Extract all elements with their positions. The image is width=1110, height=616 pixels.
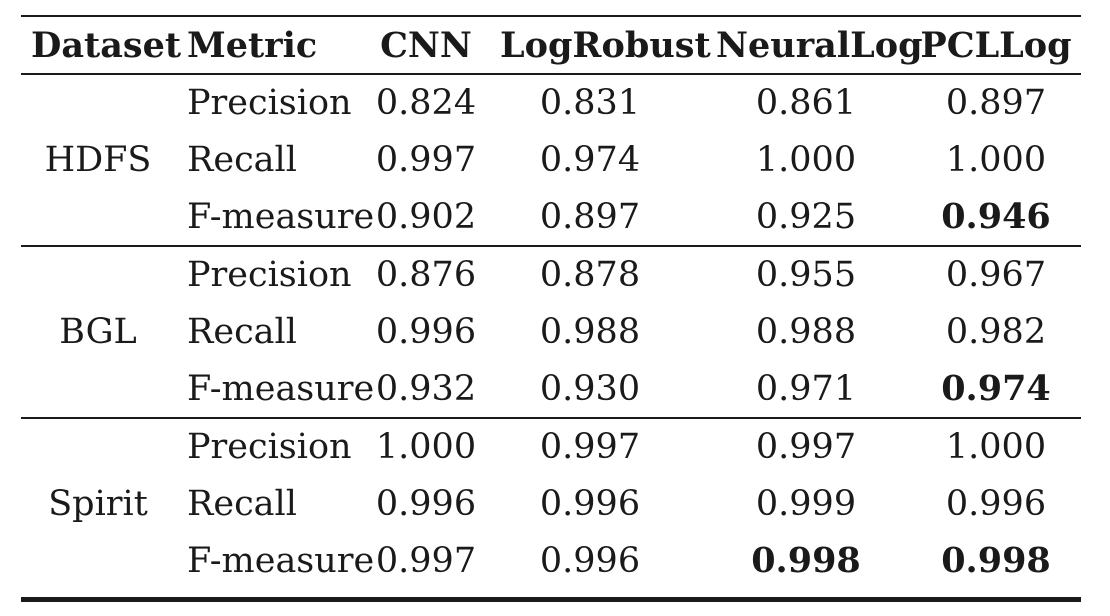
value-logrobust: 0.996 [539, 484, 641, 524]
value-logrobust: 0.897 [539, 197, 641, 237]
header-metric: Metric [187, 25, 318, 66]
metric-label: Precision [187, 427, 352, 467]
value-logrobust: 0.831 [539, 83, 641, 123]
value-logrobust: 0.930 [539, 369, 641, 409]
value-pcllog: 1.000 [945, 140, 1047, 180]
value-cnn: 0.996 [375, 484, 477, 524]
metric-label: Recall [187, 312, 297, 352]
value-cnn: 0.932 [375, 369, 477, 409]
value-cnn: 0.876 [375, 255, 477, 295]
metric-label: F-measure [187, 197, 375, 237]
value-cnn: 0.997 [375, 541, 477, 581]
header-cnn: CNN [380, 25, 472, 66]
value-pcllog: 0.998 [941, 540, 1051, 581]
value-cnn: 0.824 [375, 83, 477, 123]
dataset-label: HDFS [44, 140, 152, 180]
value-pcllog: 1.000 [945, 427, 1047, 467]
bottom-rule [21, 597, 1081, 602]
top-rule [21, 15, 1081, 17]
dataset-label: Spirit [48, 484, 148, 524]
value-logrobust: 0.878 [539, 255, 641, 295]
group-separator-1 [21, 245, 1081, 247]
header-pcllog: PCLLog [920, 25, 1072, 66]
value-cnn: 0.997 [375, 140, 477, 180]
value-neurallog: 0.925 [755, 197, 857, 237]
value-logrobust: 0.996 [539, 541, 641, 581]
value-neurallog: 0.999 [755, 484, 857, 524]
header-dataset: Dataset [31, 25, 182, 66]
metric-label: Recall [187, 140, 297, 180]
value-pcllog: 0.996 [945, 484, 1047, 524]
value-cnn: 0.996 [375, 312, 477, 352]
value-neurallog: 0.998 [751, 540, 861, 581]
metric-label: Recall [187, 484, 297, 524]
value-neurallog: 0.988 [755, 312, 857, 352]
value-pcllog: 0.982 [945, 312, 1047, 352]
header-neurallog: NeuralLog [716, 25, 923, 66]
metric-label: Precision [187, 255, 352, 295]
value-neurallog: 0.955 [755, 255, 857, 295]
metric-label: F-measure [187, 369, 375, 409]
value-pcllog: 0.946 [941, 196, 1051, 237]
value-cnn: 0.902 [375, 197, 477, 237]
metric-label: Precision [187, 83, 352, 123]
value-logrobust: 0.988 [539, 312, 641, 352]
value-pcllog: 0.967 [945, 255, 1047, 295]
value-neurallog: 1.000 [755, 140, 857, 180]
header-rule [21, 73, 1081, 75]
header-logrobust: LogRobust [500, 25, 711, 66]
group-separator-2 [21, 417, 1081, 419]
value-cnn: 1.000 [375, 427, 477, 467]
dataset-label: BGL [59, 312, 137, 352]
value-pcllog: 0.974 [941, 368, 1051, 409]
value-neurallog: 0.997 [755, 427, 857, 467]
value-logrobust: 0.974 [539, 140, 641, 180]
value-neurallog: 0.971 [755, 369, 857, 409]
value-neurallog: 0.861 [755, 83, 857, 123]
metric-label: F-measure [187, 541, 375, 581]
value-logrobust: 0.997 [539, 427, 641, 467]
value-pcllog: 0.897 [945, 83, 1047, 123]
